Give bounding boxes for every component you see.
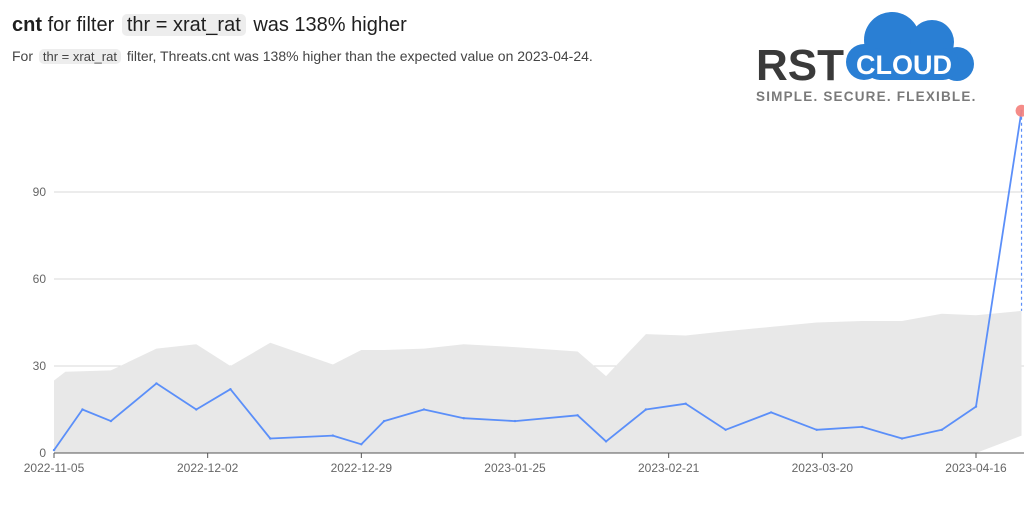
x-tick-label: 2023-04-16 [945,461,1007,475]
x-tick-label: 2022-12-02 [177,461,239,475]
data-point [769,411,773,414]
data-point [724,428,727,431]
data-point [109,419,113,423]
data-point [860,425,864,429]
cloud-icon [846,12,974,81]
y-tick-label: 0 [39,446,46,460]
x-tick-label: 2022-12-29 [331,461,393,475]
series-layer [52,104,1024,452]
axis-layer: 0 30 60 90 2022-11-05 2022-12-02 2022-12-29 202… [24,185,1024,475]
data-point [52,448,56,452]
y-tick-label: 90 [33,185,47,199]
for-filter-text: for filter [47,14,115,36]
data-point [462,417,465,420]
data-point [360,443,363,446]
anomaly-point [1015,104,1024,117]
data-point [195,408,198,411]
metric-name: cnt [12,14,42,36]
data-point [155,382,158,385]
change-text: was 138% higher [253,14,407,36]
rst-cloud-logo: RST CLOUD SIMPLE. SECURE. FLEXIBLE. [756,12,977,104]
x-tick-label: 2022-11-05 [24,461,85,475]
x-tick-label: 2023-03-20 [792,461,854,475]
logo-cloud-text: CLOUD [856,50,952,80]
data-point [422,408,426,411]
y-tick-label: 30 [33,359,47,373]
data-point [513,419,517,423]
data-point [604,440,608,443]
logo-rst-text: RST [756,41,844,90]
data-point [900,437,904,440]
chart-title: cnt for filter thr = xrat_rat was 138% h… [12,14,407,37]
data-point [269,437,272,440]
subtitle-description: filter, Threats.cnt was 138% higher than… [126,48,593,64]
data-point [940,428,944,431]
y-tick-label: 60 [33,272,47,286]
data-point [331,434,335,437]
data-point [644,408,648,411]
data-point [81,408,84,411]
expected-range-band [54,310,1022,453]
x-tick-label: 2023-01-25 [484,461,546,475]
filter-pill: thr = xrat_rat [121,14,246,36]
subtitle-for: For [12,48,33,64]
x-tick-label: 2023-02-21 [638,461,700,475]
subtitle-filter-pill: thr = xrat_rat [38,49,121,64]
expected-band-layer [54,310,1022,453]
data-point [684,402,687,405]
data-point [815,428,818,431]
data-point [974,405,978,408]
data-point [229,388,232,391]
data-point [382,419,386,423]
data-point [576,414,579,417]
chart-subtitle: For thr = xrat_rat filter, Threats.cnt w… [12,48,593,64]
logo-tagline: SIMPLE. SECURE. FLEXIBLE. [756,89,977,104]
